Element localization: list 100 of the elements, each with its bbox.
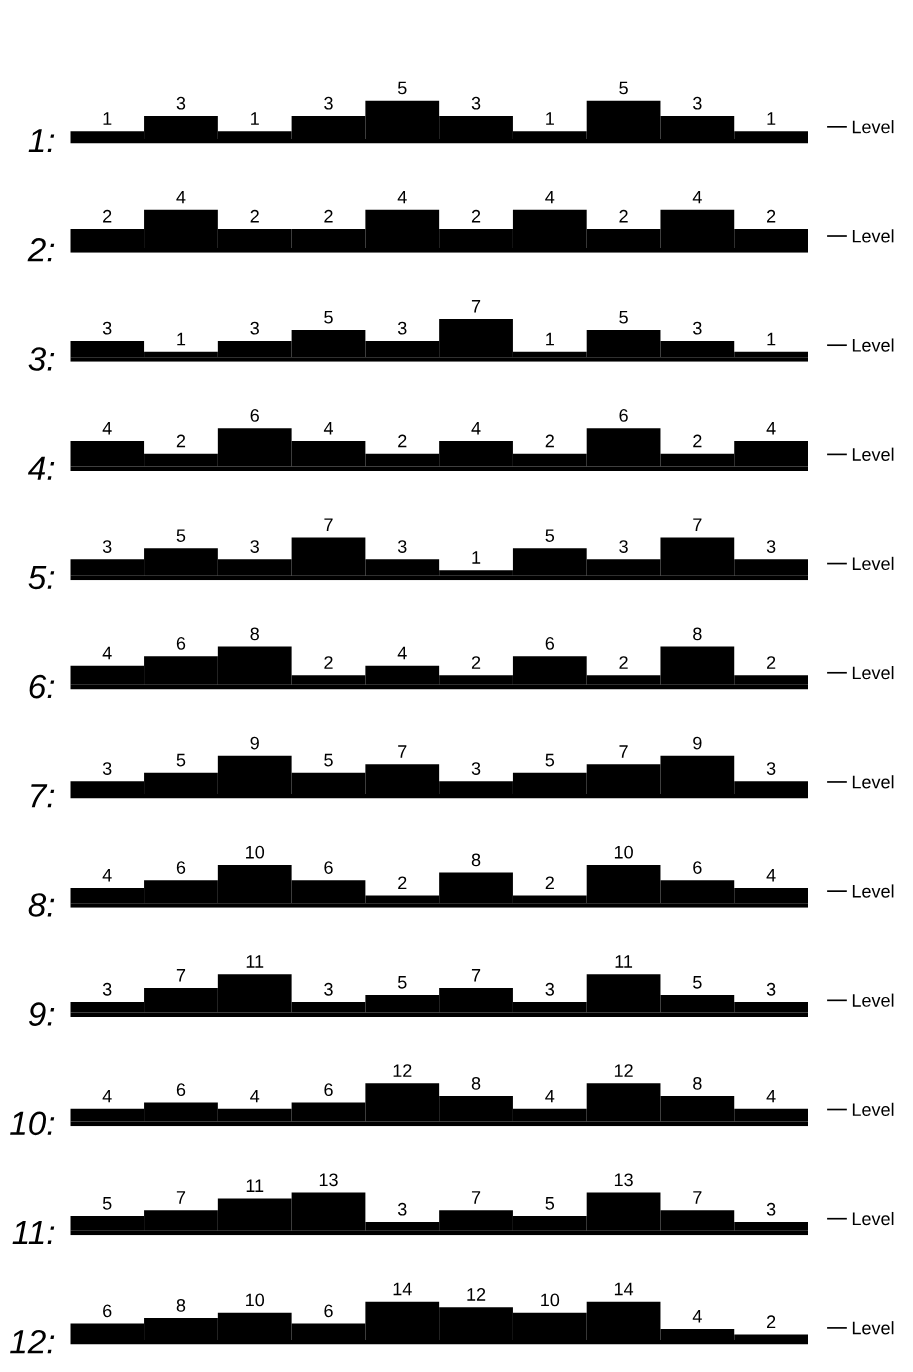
data-label: 3 <box>324 982 333 996</box>
data-label: 2 <box>767 209 776 223</box>
data-label: 5 <box>176 753 186 767</box>
data-label: 4 <box>176 190 186 204</box>
data-label: 7 <box>176 969 186 982</box>
data-label: 1 <box>546 112 554 125</box>
data-label: 3 <box>471 96 481 110</box>
data-label: 3 <box>176 96 186 110</box>
text: 3: <box>28 347 55 371</box>
data-label: 4 <box>545 190 555 204</box>
data-label: 13 <box>614 1173 633 1187</box>
data-label: 4 <box>471 422 481 435</box>
data-label: 1 <box>767 112 776 125</box>
legend-label: Level <box>852 993 894 1007</box>
legend-label: Level <box>852 556 894 571</box>
data-label: 7 <box>324 518 333 531</box>
data-label: 2 <box>471 209 481 223</box>
data-label: 4 <box>766 868 776 882</box>
data-label: 3 <box>471 762 481 775</box>
data-label: 4 <box>397 646 407 660</box>
data-label: 5 <box>397 976 407 989</box>
data-label: 2 <box>545 876 554 890</box>
data-label: 4 <box>102 1089 112 1103</box>
data-label: 13 <box>319 1173 338 1187</box>
data-label: 2 <box>324 209 333 223</box>
data-label: 4 <box>102 868 112 882</box>
data-label: 5 <box>102 1197 112 1210</box>
legend-label: Level <box>852 120 894 134</box>
data-label: 11 <box>246 1179 264 1192</box>
data-label: 6 <box>545 637 555 650</box>
data-label: 2 <box>619 656 628 669</box>
data-label: 8 <box>471 1076 481 1090</box>
data-label: 5 <box>619 81 628 95</box>
data-label: 3 <box>397 1202 407 1216</box>
data-label: 4 <box>692 190 702 204</box>
legend-label: Level <box>852 1211 894 1226</box>
data-label: 3 <box>766 540 776 553</box>
data-label: 3 <box>766 982 776 996</box>
data-label: 2 <box>619 209 628 223</box>
data-label: 3 <box>766 1202 776 1216</box>
data-label: 2 <box>398 876 407 890</box>
data-label: 3 <box>545 982 555 996</box>
text: 1: <box>28 129 55 153</box>
data-label: 5 <box>324 311 333 324</box>
text: Level <box>852 1102 894 1117</box>
text: 5: <box>28 565 55 590</box>
data-label: 6 <box>324 1304 333 1318</box>
data-label: 4 <box>692 1310 702 1323</box>
data-label: 3 <box>102 540 112 553</box>
data-label: 8 <box>176 1298 186 1312</box>
data-label: 4 <box>102 646 112 660</box>
data-label: 1 <box>103 112 112 125</box>
data-label: 3 <box>397 540 407 553</box>
data-label: 10 <box>246 845 265 859</box>
data-label: 2 <box>767 656 776 669</box>
data-label: 6 <box>176 637 186 650</box>
data-label: 3 <box>102 762 112 775</box>
data-label: 7 <box>471 300 481 313</box>
text: Level <box>852 447 894 461</box>
text: 7: <box>31 784 55 808</box>
data-label: 9 <box>693 736 702 750</box>
data-label: 6 <box>176 861 186 874</box>
text: Level <box>852 1321 894 1335</box>
data-label: 6 <box>324 1083 333 1097</box>
data-label: 2 <box>103 209 112 223</box>
data-label: 2 <box>471 656 481 669</box>
data-label: 10 <box>541 1293 560 1307</box>
data-label: 3 <box>766 762 776 775</box>
data-label: 1 <box>546 332 554 346</box>
data-label: 2 <box>693 434 702 448</box>
data-label: 7 <box>471 1191 481 1204</box>
data-label: 7 <box>693 518 702 531</box>
data-label: 2 <box>767 1315 776 1328</box>
data-label: 6 <box>619 409 628 422</box>
data-label: 14 <box>393 1282 412 1296</box>
data-label: 3 <box>250 540 259 553</box>
data-label: 4 <box>397 190 407 204</box>
data-label: 4 <box>323 422 333 435</box>
data-label: 8 <box>471 853 481 867</box>
data-label: 9 <box>250 736 259 750</box>
data-label: 6 <box>324 861 333 874</box>
data-label: 3 <box>693 96 702 110</box>
data-label: 3 <box>102 321 112 335</box>
text: Level <box>852 229 894 243</box>
data-label: 3 <box>397 321 407 335</box>
data-label: 3 <box>102 982 112 996</box>
text: 11: <box>12 1221 55 1244</box>
data-label: 6 <box>693 861 702 874</box>
data-label: 3 <box>324 96 333 110</box>
data-label: 11 <box>246 955 264 968</box>
text: 9: <box>28 1002 55 1026</box>
data-label: 14 <box>614 1282 634 1296</box>
data-label: 8 <box>250 627 259 641</box>
text: 8: <box>28 893 55 917</box>
data-label: 11 <box>615 955 633 968</box>
data-label: 12 <box>467 1288 486 1301</box>
data-label: 6 <box>176 1083 186 1097</box>
legend-label: Level <box>852 338 894 352</box>
data-label: 3 <box>619 540 628 553</box>
data-label: 7 <box>619 745 628 758</box>
